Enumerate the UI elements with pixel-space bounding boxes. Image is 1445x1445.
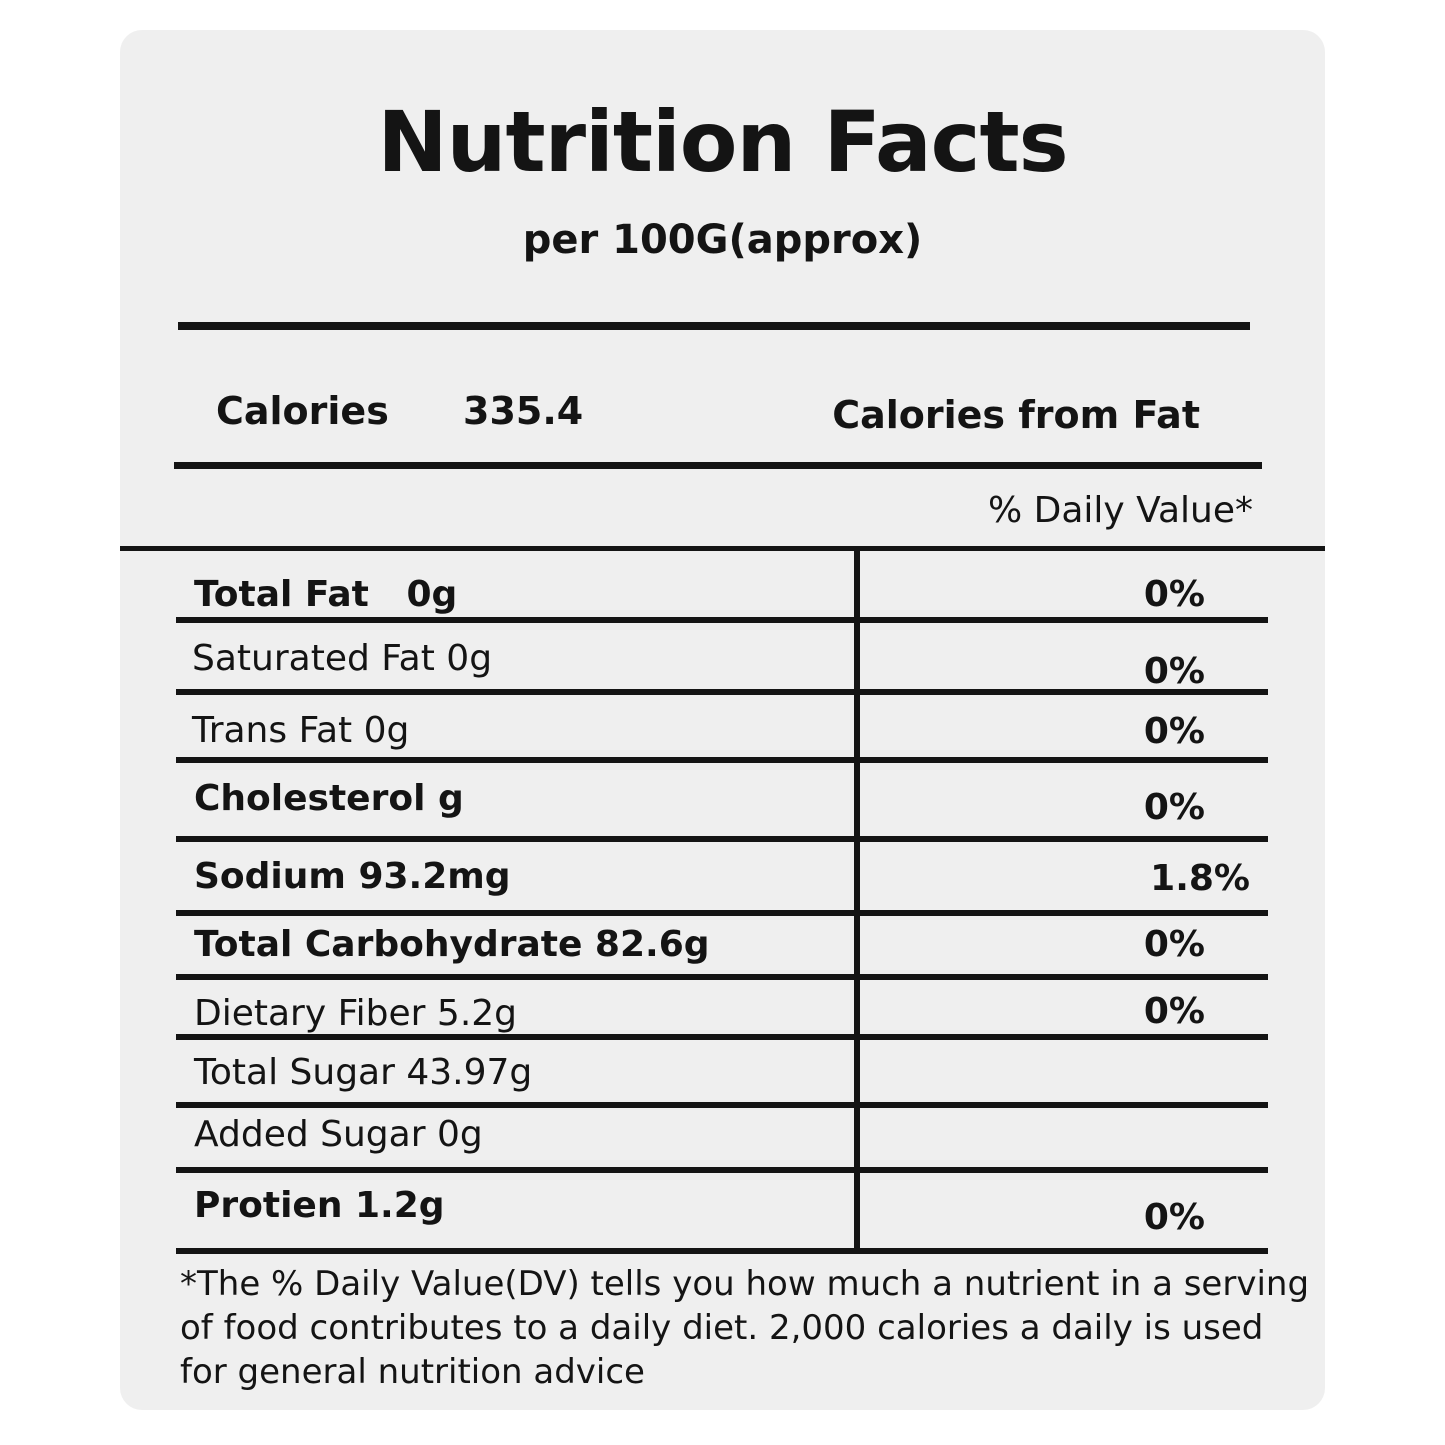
divider-top	[178, 322, 1250, 330]
row-line	[176, 1248, 1268, 1254]
nutrient-dv-trans-fat: 0%	[1143, 711, 1205, 752]
nutrient-table: Total Fat 0g 0% Saturated Fat 0g 0% Tran…	[120, 30, 1325, 1410]
nutrient-dv-dietary-fiber: 0%	[1143, 991, 1205, 1032]
serving-basis: per 100G(approx)	[522, 217, 923, 263]
calories-from-fat-label: Calories from Fat	[832, 393, 1200, 437]
row-line	[176, 1034, 1268, 1040]
row-line	[176, 617, 1268, 623]
calories-value: 335.4	[463, 389, 584, 433]
nutrient-dv-saturated-fat: 0%	[1143, 651, 1205, 692]
nutrient-dv-total-carbohydrate: 0%	[1143, 924, 1205, 965]
row-line	[176, 836, 1268, 842]
nutrient-dv-total-fat: 0%	[1143, 574, 1205, 615]
row-line	[176, 1167, 1268, 1173]
row-line	[176, 689, 1268, 695]
calories-label: Calories	[216, 389, 389, 433]
daily-value-header: % Daily Value*	[987, 490, 1253, 531]
row-line	[176, 910, 1268, 916]
divider-calories	[174, 462, 1262, 469]
nutrient-label-added-sugar: Added Sugar 0g	[194, 1114, 483, 1155]
nutrient-label-protein: Protien 1.2g	[194, 1185, 445, 1226]
row-line	[176, 1102, 1268, 1108]
column-divider	[854, 551, 860, 1249]
nutrient-dv-sodium: 1.8%	[1150, 858, 1250, 899]
nutrient-label-sodium: Sodium 93.2mg	[194, 856, 511, 897]
nutrient-dv-cholesterol: 0%	[1143, 787, 1205, 828]
nutrient-label-dietary-fiber: Dietary Fiber 5.2g	[194, 993, 518, 1034]
row-line	[176, 757, 1268, 763]
nutrient-label-total-fat: Total Fat 0g	[194, 574, 458, 615]
label-title: Nutrition Facts	[377, 93, 1068, 191]
nutrient-label-total-sugar: Total Sugar 43.97g	[194, 1052, 533, 1093]
table-top-rule	[120, 546, 1325, 551]
row-line	[176, 974, 1268, 980]
nutrient-label-trans-fat: Trans Fat 0g	[192, 710, 410, 751]
nutrition-label: Nutrition Facts per 100G(approx) Calorie…	[120, 30, 1325, 1410]
nutrient-label-cholesterol: Cholesterol g	[194, 778, 464, 819]
nutrient-label-saturated-fat: Saturated Fat 0g	[192, 638, 493, 679]
daily-value-footnote: *The % Daily Value(DV) tells you how muc…	[180, 1264, 1310, 1392]
nutrient-dv-protein: 0%	[1143, 1197, 1205, 1238]
nutrient-label-total-carbohydrate: Total Carbohydrate 82.6g	[194, 924, 710, 965]
